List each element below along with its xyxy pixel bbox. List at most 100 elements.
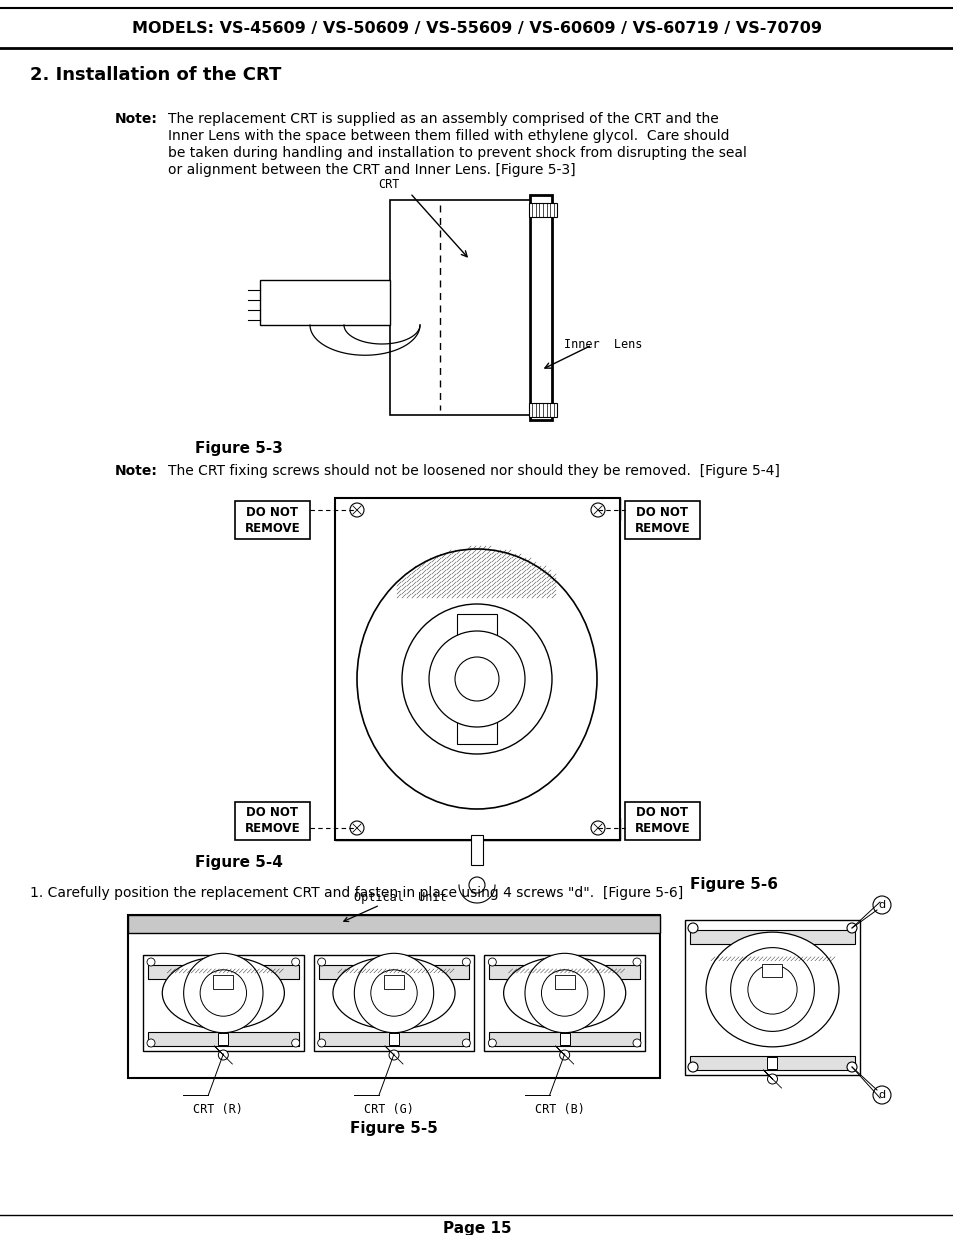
Bar [689, 1056, 854, 1070]
Text: Figure 5-5: Figure 5-5 [350, 1120, 437, 1135]
Text: d: d [878, 900, 884, 910]
Bar [384, 974, 403, 988]
Bar [335, 818, 619, 840]
Circle shape [730, 947, 814, 1031]
Bar [218, 1032, 228, 1045]
Text: DO NOT
REMOVE: DO NOT REMOVE [244, 505, 300, 535]
Circle shape [747, 965, 797, 1014]
Text: DO NOT
REMOVE: DO NOT REMOVE [634, 806, 690, 836]
Bar [529, 403, 557, 417]
Bar [318, 965, 469, 979]
Circle shape [846, 1062, 856, 1072]
Bar [128, 915, 659, 1078]
Bar [456, 709, 497, 743]
Circle shape [371, 969, 416, 1016]
Circle shape [429, 631, 524, 727]
Circle shape [147, 1039, 154, 1047]
Circle shape [147, 958, 154, 966]
Text: be taken during handling and installation to prevent shock from disrupting the s: be taken during handling and installatio… [168, 146, 746, 161]
Circle shape [469, 877, 484, 893]
Text: The CRT fixing screws should not be loosened nor should they be removed.  [Figur: The CRT fixing screws should not be loos… [168, 464, 779, 478]
Circle shape [350, 821, 364, 835]
Text: Inner  Lens: Inner Lens [563, 338, 641, 352]
Circle shape [524, 953, 603, 1032]
Circle shape [462, 958, 470, 966]
Circle shape [317, 958, 325, 966]
Bar [335, 498, 619, 520]
Bar [389, 1032, 398, 1045]
Circle shape [872, 897, 890, 914]
Bar [148, 1032, 298, 1046]
Text: DO NOT
REMOVE: DO NOT REMOVE [634, 505, 690, 535]
Text: Note:: Note: [115, 112, 157, 126]
Bar [767, 1057, 777, 1070]
Circle shape [559, 1050, 569, 1060]
Ellipse shape [503, 957, 625, 1030]
Circle shape [633, 958, 640, 966]
Circle shape [350, 503, 364, 517]
Text: CRT (R): CRT (R) [193, 1104, 243, 1116]
Circle shape [354, 953, 434, 1032]
Circle shape [462, 1039, 470, 1047]
Bar [314, 955, 474, 1051]
Bar [213, 974, 233, 988]
Circle shape [488, 1039, 496, 1047]
Bar [689, 930, 854, 944]
Circle shape [767, 1074, 777, 1084]
Bar [489, 965, 639, 979]
Bar [554, 974, 574, 988]
Bar [143, 955, 303, 1051]
Circle shape [541, 969, 587, 1016]
Circle shape [389, 1050, 398, 1060]
Text: CRT: CRT [377, 179, 399, 191]
Bar [234, 501, 310, 538]
Bar [318, 965, 469, 979]
Text: Note:: Note: [115, 464, 157, 478]
Bar [390, 200, 530, 415]
Bar [234, 802, 310, 840]
Text: 2. Installation of the CRT: 2. Installation of the CRT [30, 65, 281, 84]
Bar [489, 1032, 639, 1046]
Bar [559, 1032, 569, 1045]
Circle shape [184, 953, 263, 1032]
Circle shape [317, 1039, 325, 1047]
Circle shape [687, 1062, 698, 1072]
Circle shape [633, 1039, 640, 1047]
Text: Figure 5-3: Figure 5-3 [194, 441, 283, 456]
Text: The replacement CRT is supplied as an assembly comprised of the CRT and the: The replacement CRT is supplied as an as… [168, 112, 718, 126]
Text: Page 15: Page 15 [442, 1220, 511, 1235]
Bar [148, 965, 298, 979]
Bar [148, 965, 298, 979]
Text: CRT (B): CRT (B) [535, 1104, 584, 1116]
Text: or alignment between the CRT and Inner Lens. [Figure 5-3]: or alignment between the CRT and Inner L… [168, 163, 575, 177]
Bar [471, 835, 482, 864]
Bar [128, 915, 659, 932]
Ellipse shape [162, 957, 284, 1030]
Bar [456, 614, 497, 650]
Bar [489, 965, 639, 979]
Bar [260, 280, 390, 325]
Bar [484, 955, 644, 1051]
Circle shape [218, 1050, 228, 1060]
Bar [761, 965, 781, 977]
Text: MODELS: VS-45609 / VS-50609 / VS-55609 / VS-60609 / VS-60719 / VS-70709: MODELS: VS-45609 / VS-50609 / VS-55609 /… [132, 21, 821, 36]
Circle shape [488, 958, 496, 966]
Text: 1. Carefully position the replacement CRT and fasten in place using 4 screws "d": 1. Carefully position the replacement CR… [30, 885, 682, 900]
Text: Figure 5-4: Figure 5-4 [194, 856, 283, 871]
Text: DO NOT
REMOVE: DO NOT REMOVE [244, 806, 300, 836]
Bar [335, 498, 619, 840]
Circle shape [590, 503, 604, 517]
Bar [624, 501, 700, 538]
Ellipse shape [705, 932, 838, 1047]
Bar [530, 195, 552, 420]
Text: Optical  Unit: Optical Unit [354, 892, 446, 904]
Text: Inner Lens with the space between them filled with ethylene glycol.  Care should: Inner Lens with the space between them f… [168, 128, 729, 143]
Bar [529, 203, 557, 217]
Circle shape [872, 1086, 890, 1104]
Circle shape [292, 958, 299, 966]
Bar [318, 1032, 469, 1046]
Circle shape [455, 657, 498, 701]
Text: d: d [878, 1091, 884, 1100]
Bar [128, 915, 659, 932]
Text: Figure 5-6: Figure 5-6 [689, 878, 778, 893]
